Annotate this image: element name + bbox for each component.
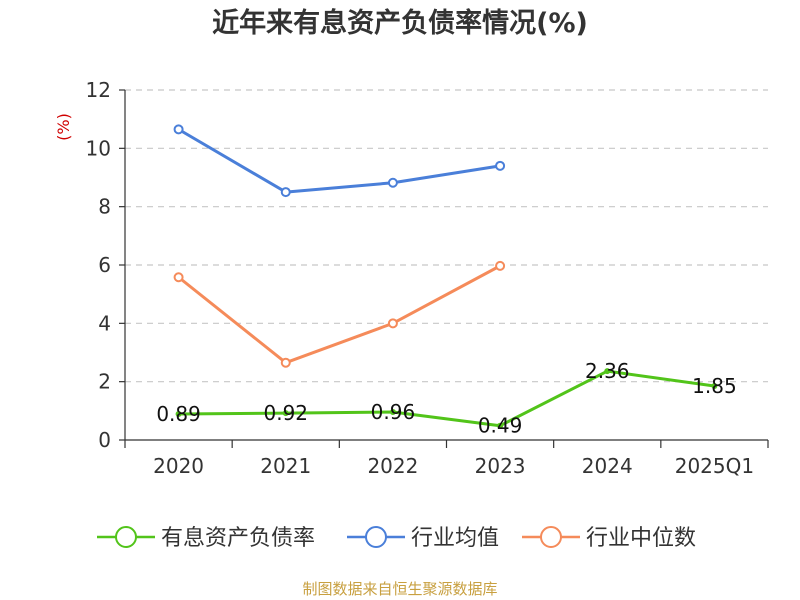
grid-layer: [125, 89, 768, 383]
legend-label: 行业均值: [411, 526, 499, 551]
x-tick-label: 2023: [475, 454, 526, 478]
x-tick-label: 2021: [260, 454, 311, 478]
data-point: [173, 272, 184, 283]
data-point: [604, 368, 611, 375]
source-note: 制图数据来自恒生聚源数据库: [302, 580, 498, 598]
legend-marker: [540, 526, 562, 548]
data-label: 2.36: [585, 359, 630, 383]
label-layer: 0.89 0.92 0.96 0.49 2.36 1.85: [156, 359, 736, 438]
data-point: [389, 409, 396, 415]
legend-label: 行业中位数: [586, 526, 696, 551]
x-tick-label: 2022: [367, 454, 418, 478]
data-point: [280, 357, 291, 368]
y-tick-label: 0: [98, 428, 111, 452]
legend-marker: [365, 526, 387, 548]
x-tick-label: 2025Q1: [675, 454, 754, 478]
data-label: 0.92: [263, 401, 308, 425]
axis-layer: 0 2 4 6 8 10 12 (%) 2020 2021 2022 2023 2024 2025Q1: [54, 78, 769, 478]
y-axis-label: (%): [54, 113, 73, 141]
data-point: [495, 160, 506, 171]
chart-title: 近年来有息资产负债率情况(%): [212, 8, 588, 39]
y-tick-label: 8: [98, 195, 111, 219]
data-label: 0.96: [371, 400, 416, 424]
x-tick-label: 2024: [582, 454, 633, 478]
data-point: [282, 410, 289, 417]
data-point: [711, 383, 718, 390]
data-point: [175, 411, 182, 418]
y-tick-label: 12: [86, 78, 111, 102]
legend-marker: [115, 526, 137, 548]
y-tick-label: 4: [98, 311, 111, 335]
data-label: 1.85: [692, 374, 737, 398]
legend-label: 有息资产负债率: [161, 526, 315, 551]
series-line: [178, 369, 715, 428]
y-tick-label: 6: [98, 253, 111, 277]
legend: 有息资产负债率 行业均值 行业中位数: [97, 526, 696, 551]
y-tick-label: 10: [86, 136, 111, 160]
x-tick-label: 2020: [153, 454, 204, 478]
series-line: [177, 264, 501, 365]
series-line: [177, 128, 501, 194]
data-point: [497, 422, 504, 429]
y-tick-label: 2: [98, 370, 111, 394]
data-point: [173, 124, 184, 135]
data-label: 0.49: [478, 414, 523, 438]
data-point: [495, 260, 506, 271]
data-point: [280, 187, 291, 198]
data-point: [387, 318, 398, 329]
series-layer: [173, 124, 718, 429]
data-label: 0.89: [156, 402, 201, 426]
data-point: [387, 177, 398, 188]
